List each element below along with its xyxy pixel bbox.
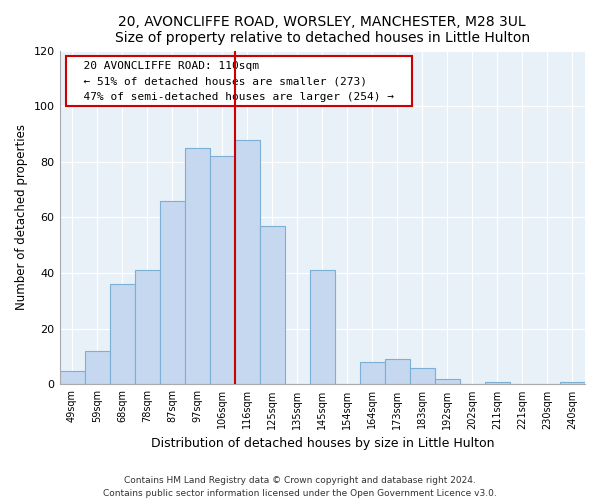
Bar	[360, 362, 385, 384]
Bar	[110, 284, 134, 384]
Bar	[435, 379, 460, 384]
Bar	[85, 351, 110, 384]
Text: 20 AVONCLIFFE ROAD: 110sqm  
  ← 51% of detached houses are smaller (273)  
  47: 20 AVONCLIFFE ROAD: 110sqm ← 51% of deta…	[70, 60, 407, 102]
Bar	[59, 370, 85, 384]
Bar	[185, 148, 209, 384]
Bar	[209, 156, 235, 384]
Bar	[260, 226, 285, 384]
Bar	[560, 382, 585, 384]
Bar	[410, 368, 435, 384]
Bar	[160, 201, 185, 384]
Bar	[485, 382, 510, 384]
Title: 20, AVONCLIFFE ROAD, WORSLEY, MANCHESTER, M28 3UL
Size of property relative to d: 20, AVONCLIFFE ROAD, WORSLEY, MANCHESTER…	[115, 15, 530, 45]
Bar	[235, 140, 260, 384]
X-axis label: Distribution of detached houses by size in Little Hulton: Distribution of detached houses by size …	[151, 437, 494, 450]
Bar	[385, 360, 410, 384]
Bar	[134, 270, 160, 384]
Text: Contains HM Land Registry data © Crown copyright and database right 2024.
Contai: Contains HM Land Registry data © Crown c…	[103, 476, 497, 498]
Bar	[310, 270, 335, 384]
Y-axis label: Number of detached properties: Number of detached properties	[15, 124, 28, 310]
